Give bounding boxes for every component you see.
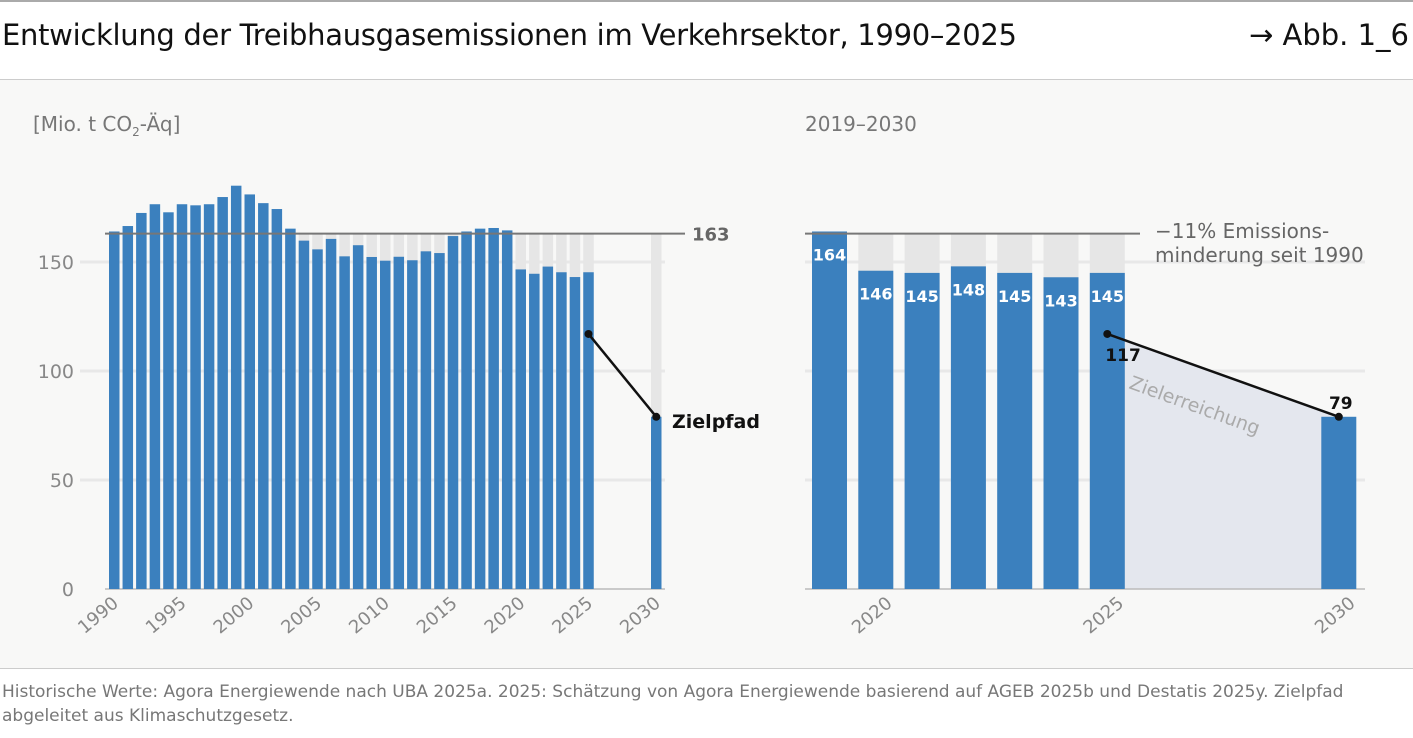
- bar-value-label: 145: [998, 287, 1031, 306]
- bar-2022: [542, 266, 554, 589]
- unit-label-post: -Äq]: [139, 112, 181, 136]
- bar-2017: [474, 228, 486, 589]
- bar-2006: [325, 238, 337, 589]
- reference-bg-bar: [651, 233, 662, 589]
- bar-value-label: 145: [1091, 287, 1124, 306]
- bar-1995: [176, 204, 188, 590]
- x-tick-label: 1995: [142, 593, 191, 639]
- target-path-line: [587, 333, 658, 418]
- bar-1992: [136, 212, 147, 589]
- bar-2019: [812, 231, 847, 590]
- x-tick-label: 2015: [413, 593, 462, 639]
- target-path-line: [1106, 332, 1340, 418]
- target-path-dot: [584, 329, 593, 338]
- bar-value-label: 143: [1044, 291, 1077, 310]
- bar-1999: [230, 185, 242, 589]
- bar-2030: [651, 416, 662, 589]
- bar-2013: [420, 251, 432, 589]
- y-tick-label: 0: [62, 579, 74, 601]
- reference-label: 163: [692, 225, 730, 246]
- x-tick-label: 2025: [1079, 593, 1128, 639]
- target-area: [1107, 333, 1339, 589]
- bar-2007: [339, 256, 350, 589]
- bar-2021: [904, 272, 940, 589]
- bar-2025: [1089, 272, 1125, 589]
- bar-value-label: 164: [813, 245, 846, 264]
- y-tick-label: 100: [38, 361, 74, 383]
- bar-2008: [352, 245, 364, 590]
- bar-value-label: 148: [952, 280, 985, 299]
- bar-2020: [858, 270, 894, 589]
- bar-value-label: 146: [859, 285, 892, 304]
- bar-1993: [149, 204, 161, 590]
- unit-label-pre: [Mio. t CO: [33, 112, 133, 136]
- bar-2010: [380, 260, 391, 589]
- bar-1996: [190, 205, 201, 589]
- chart-title: Entwicklung der Treibhausgasemissionen i…: [2, 18, 1017, 52]
- bar-2030: [1321, 416, 1357, 589]
- bar-1990: [109, 231, 120, 590]
- bar-2023: [556, 272, 567, 589]
- x-tick-label: 2025: [548, 593, 597, 639]
- target-path-label: Zielpfad: [672, 411, 760, 433]
- top-rule: [0, 0, 1413, 2]
- right-chart-subtitle: 2019–2030: [805, 112, 917, 136]
- x-tick-label: 2020: [848, 593, 897, 639]
- bar-1994: [163, 212, 174, 589]
- target-path-dot: [652, 412, 661, 421]
- bar-2021: [529, 273, 540, 589]
- source-note: Historische Werte: Agora Energiewende na…: [2, 682, 1344, 726]
- reference-label: −11% Emissions-: [1155, 219, 1329, 243]
- bar-2005: [312, 249, 323, 589]
- target-value-label: 79: [1329, 394, 1353, 414]
- bar-2003: [285, 228, 296, 589]
- bar-2009: [366, 256, 377, 589]
- x-tick-label: 1990: [74, 593, 123, 639]
- bar-2001: [258, 203, 269, 589]
- bar-value-label: 145: [905, 287, 938, 306]
- bar-2019: [501, 230, 513, 589]
- y-tick-label: 50: [50, 470, 74, 492]
- x-tick-label: 2030: [1311, 593, 1360, 639]
- bar-2002: [271, 209, 283, 589]
- bar-1998: [217, 197, 228, 589]
- y-axis-unit: [Mio. t CO2-Äq]: [33, 112, 180, 139]
- x-tick-label: 2000: [210, 593, 259, 639]
- target-value-label: 117: [1105, 346, 1141, 366]
- bar-2012: [407, 260, 418, 589]
- bar-2024: [1043, 277, 1079, 589]
- x-tick-label: 2005: [277, 593, 326, 639]
- bar-1997: [203, 204, 215, 590]
- bar-1991: [122, 226, 134, 589]
- figure-reference: → Abb. 1_6: [1248, 18, 1409, 52]
- x-tick-label: 2010: [345, 593, 394, 639]
- bar-2024: [569, 277, 581, 589]
- x-tick-label: 2030: [616, 593, 665, 639]
- bar-2018: [488, 227, 499, 589]
- target-path-dot: [1334, 412, 1343, 421]
- bar-2023: [997, 272, 1033, 589]
- bar-2014: [434, 253, 445, 589]
- bar-2004: [298, 240, 310, 590]
- bar-2015: [447, 236, 459, 590]
- bar-2016: [461, 231, 472, 590]
- bar-2011: [393, 256, 405, 589]
- target-path-dot: [1103, 329, 1112, 338]
- x-tick-label: 2020: [481, 593, 530, 639]
- bar-2000: [244, 194, 255, 590]
- bar-2025: [583, 272, 594, 589]
- bar-2020: [515, 269, 526, 589]
- bar-2022: [950, 266, 986, 589]
- unit-label-sub: 2: [132, 125, 140, 139]
- y-tick-label: 150: [38, 252, 74, 274]
- reference-label: minderung seit 1990: [1155, 243, 1364, 267]
